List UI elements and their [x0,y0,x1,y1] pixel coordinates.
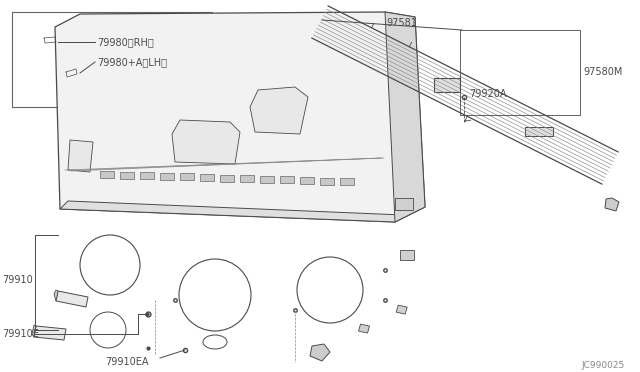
Bar [525,127,554,136]
Text: 79910EA: 79910EA [105,357,148,367]
Bar [280,176,294,183]
Polygon shape [60,201,403,222]
Text: 97581: 97581 [386,18,417,28]
Bar [300,177,314,184]
Bar [140,172,154,179]
Polygon shape [32,325,36,337]
Text: JC990025: JC990025 [582,360,625,369]
Bar [180,173,194,180]
Polygon shape [396,305,407,314]
Text: 79910: 79910 [2,275,33,285]
Text: 79980〈RH〉: 79980〈RH〉 [97,37,154,47]
Bar [220,174,234,182]
Polygon shape [250,87,308,134]
Polygon shape [385,12,425,222]
Text: 79920A: 79920A [469,89,507,99]
Polygon shape [54,290,58,301]
Bar [435,78,461,93]
Polygon shape [172,120,240,164]
Polygon shape [56,291,88,307]
Text: 79910E: 79910E [2,329,39,339]
Bar [340,178,354,185]
Bar [12,12,212,107]
Polygon shape [605,198,619,211]
Polygon shape [34,326,66,340]
Polygon shape [358,324,369,333]
Bar [120,171,134,179]
Polygon shape [68,140,93,172]
Bar [200,174,214,181]
Bar [320,177,334,185]
Bar [100,171,114,178]
Bar [400,250,414,260]
Bar [395,198,413,210]
Bar [240,175,254,182]
Polygon shape [310,344,330,361]
Bar [260,176,274,183]
Bar [160,173,174,180]
Text: 79980+A〈LH〉: 79980+A〈LH〉 [97,57,167,67]
Text: 97580M: 97580M [583,67,622,77]
Polygon shape [55,12,425,222]
